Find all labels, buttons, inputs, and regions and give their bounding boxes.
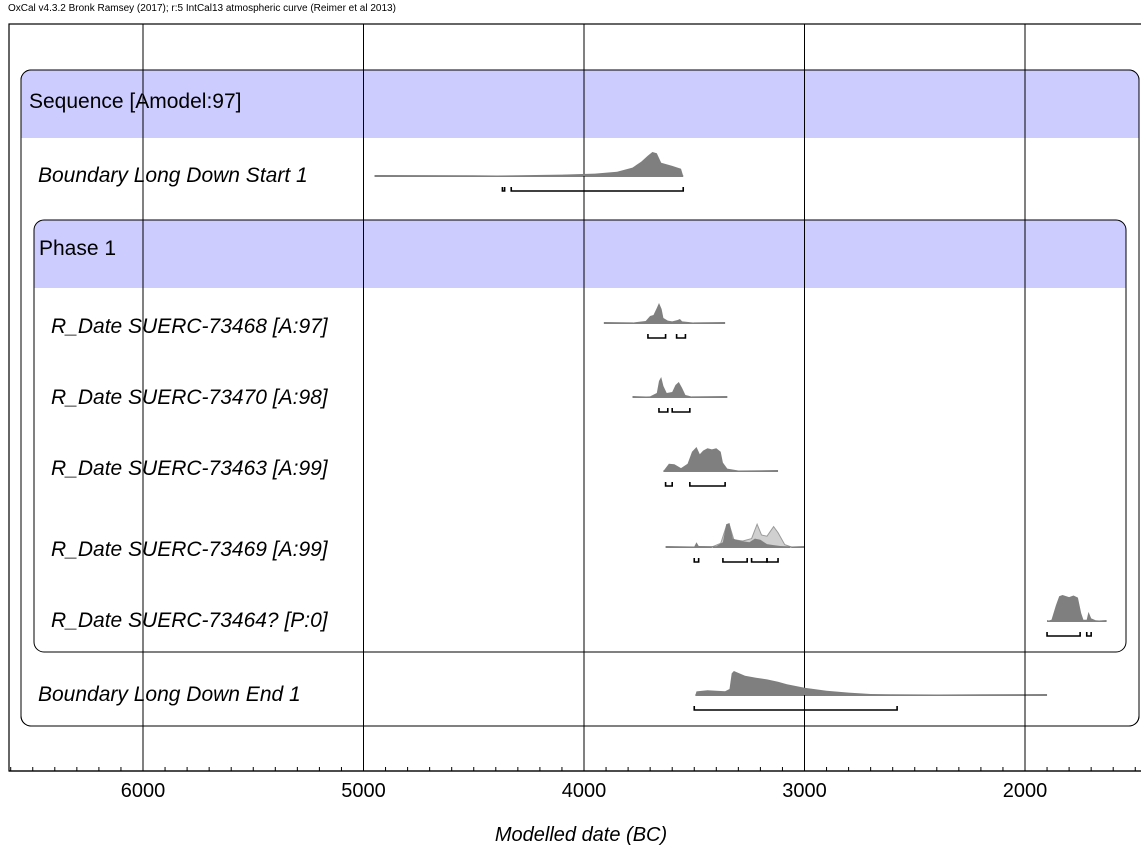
range-bracket	[671, 408, 691, 413]
x-tick-label: 3000	[782, 780, 827, 802]
row-label: R_Date SUERC-73464? [P:0]	[51, 609, 329, 632]
x-tick-label: 2000	[1003, 780, 1048, 802]
posterior-area	[603, 303, 726, 323]
x-tick-label: 6000	[121, 780, 166, 802]
posterior-area	[665, 523, 805, 547]
distributions	[374, 152, 1107, 711]
posterior-area	[374, 152, 684, 176]
range-bracket	[647, 334, 667, 339]
range-bracket	[501, 187, 506, 192]
row-label: R_Date SUERC-73463 [A:99]	[51, 457, 329, 480]
likelihood-outline	[711, 522, 792, 548]
posterior-area	[663, 447, 779, 471]
sequence-label: Sequence [Amodel:97]	[29, 90, 241, 113]
range-bracket	[689, 482, 726, 487]
phase-label: Phase 1	[39, 237, 116, 260]
row-label: Boundary Long Down End 1	[38, 683, 301, 706]
phase-header-band	[34, 220, 1126, 288]
posterior-area	[1047, 595, 1107, 621]
x-axis: 6000 5000 4000 3000 2000	[9, 763, 1141, 802]
range-bracket	[1046, 632, 1081, 637]
sequence-box-outline	[20, 69, 1140, 727]
range-bracket	[658, 408, 669, 413]
range-bracket	[1085, 632, 1092, 637]
range-bracket	[766, 558, 779, 563]
range-bracket	[722, 558, 748, 563]
row-label: R_Date SUERC-73469 [A:99]	[51, 538, 329, 561]
range-bracket	[693, 706, 898, 711]
posterior-area	[632, 377, 728, 397]
x-tick-label: 5000	[341, 780, 386, 802]
range-bracket	[675, 334, 687, 339]
row-labels: Boundary Long Down Start 1 R_Date SUERC-…	[38, 164, 329, 706]
range-bracket	[664, 482, 673, 487]
sequence-header-band	[21, 70, 1139, 138]
x-axis-title: Modelled date (BC)	[495, 824, 667, 846]
x-tick-label: 4000	[562, 780, 607, 802]
row-label: Boundary Long Down Start 1	[38, 164, 308, 187]
posterior-area	[695, 671, 1048, 695]
row-label: R_Date SUERC-73468 [A:97]	[51, 315, 329, 338]
range-bracket	[693, 558, 700, 563]
chart-header: OxCal v4.3.2 Bronk Ramsey (2017); r:5 In…	[8, 3, 396, 14]
range-bracket	[510, 187, 685, 192]
group-boxes: Sequence [Amodel:97] Phase 1	[20, 69, 1140, 727]
row-label: R_Date SUERC-73470 [A:98]	[51, 386, 329, 409]
grid-lines	[142, 24, 1026, 771]
phase-box	[33, 219, 1127, 653]
